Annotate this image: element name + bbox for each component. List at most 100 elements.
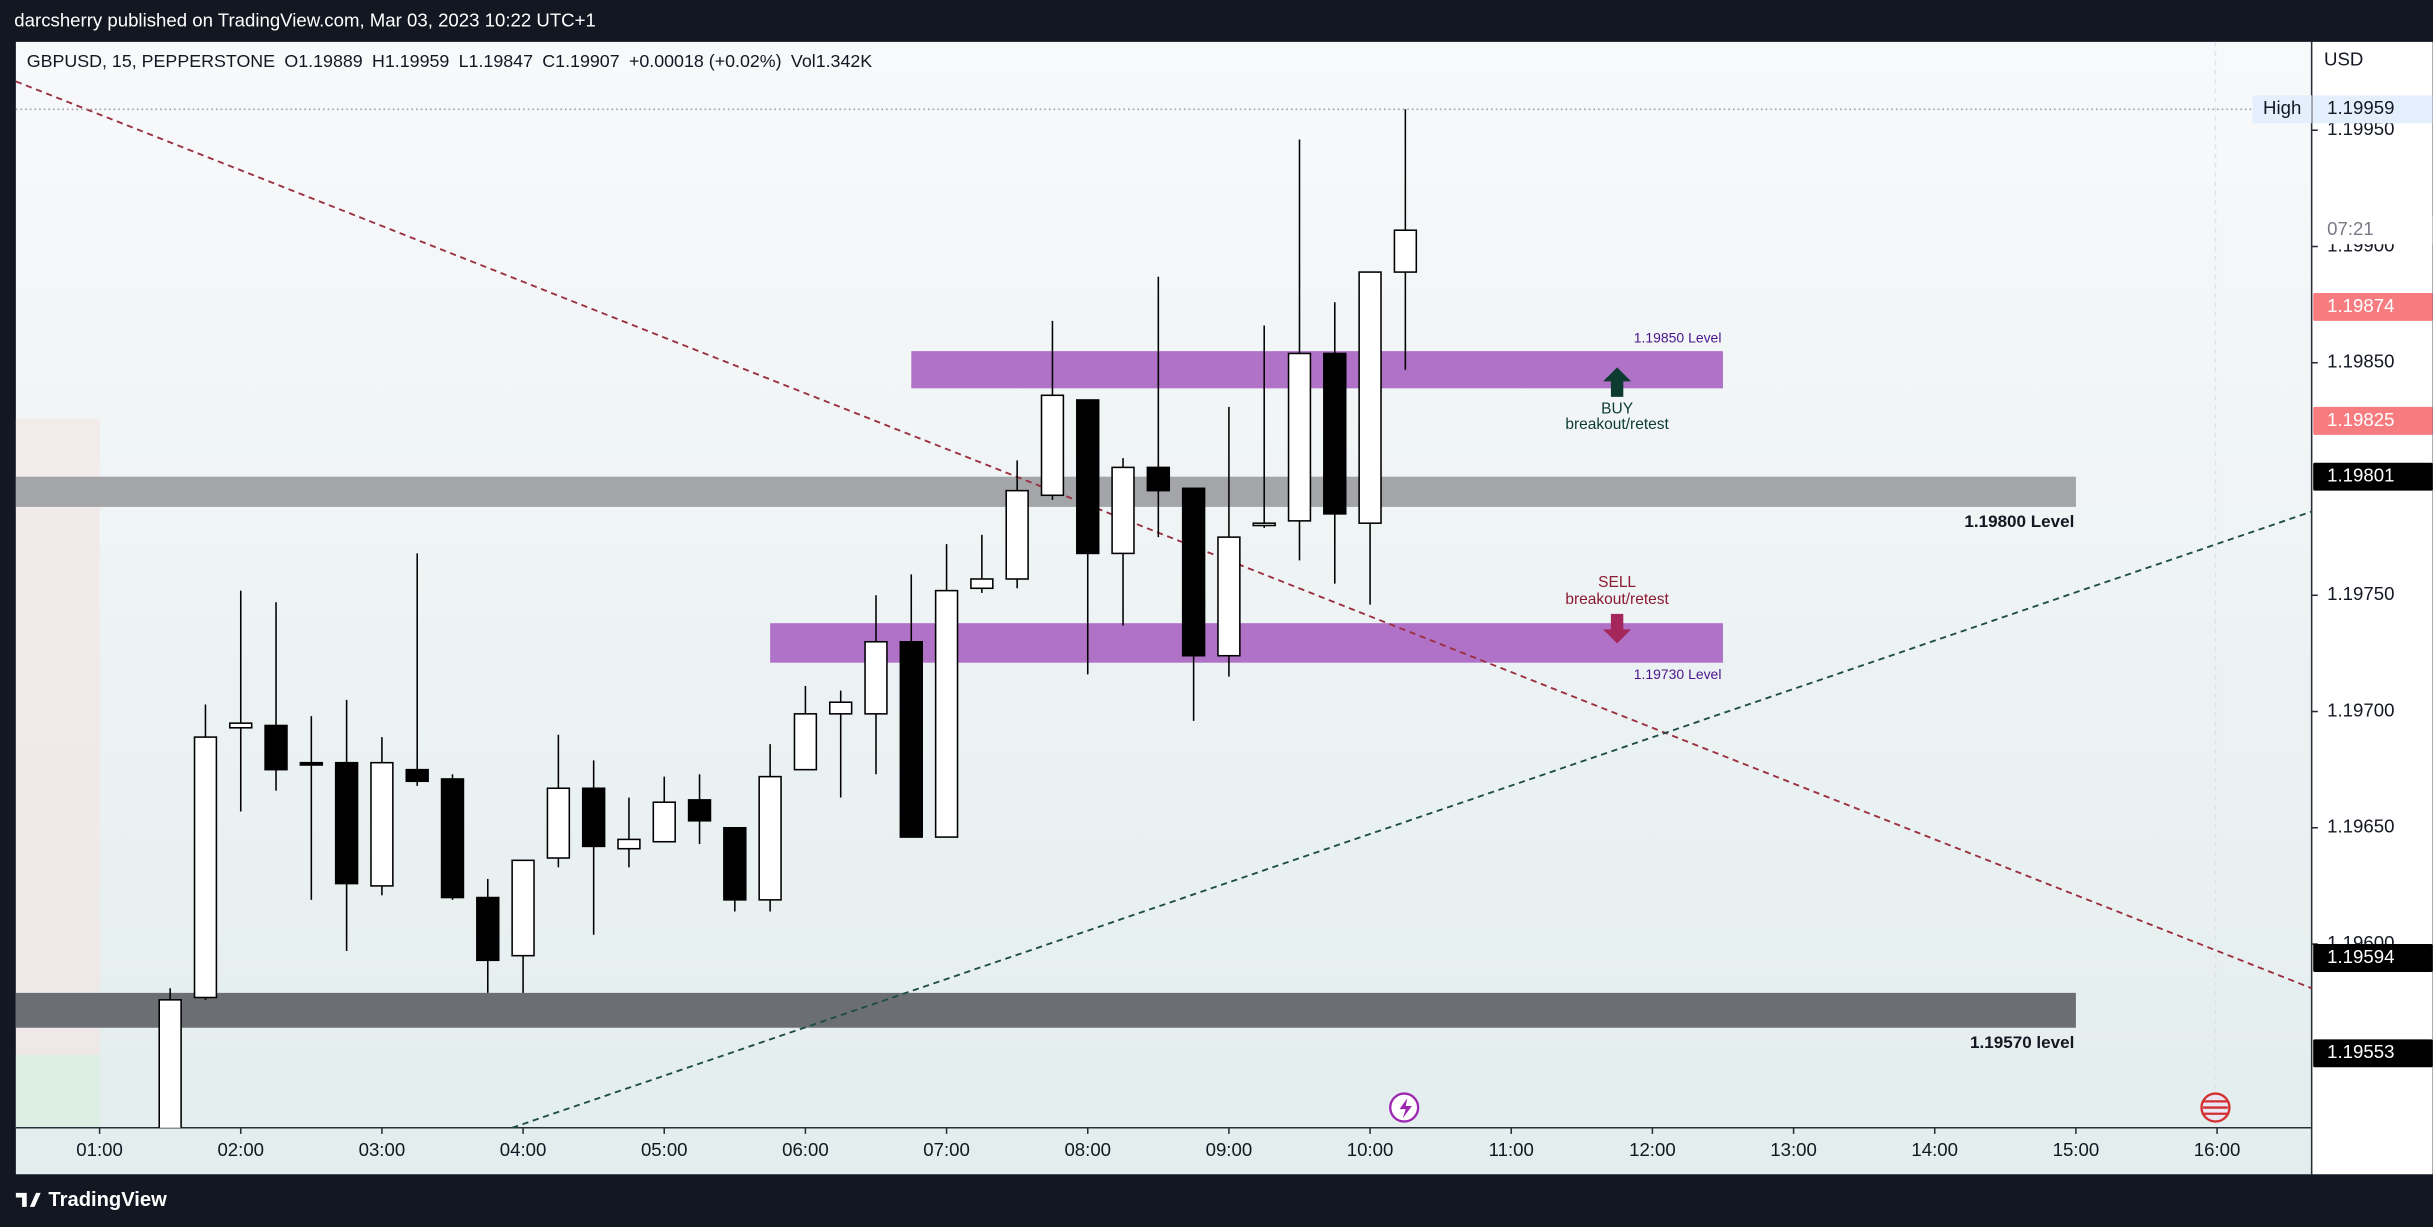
- signal-label: SELL: [1598, 574, 1636, 591]
- candle-body: [793, 713, 818, 771]
- price-label: 1.19553: [2327, 1041, 2394, 1062]
- signal-arrow: [1603, 613, 1632, 644]
- signal-text: breakout/retest: [1565, 416, 1669, 433]
- price-label-box: [2313, 944, 2433, 972]
- candle-body: [899, 640, 924, 838]
- candle-body: [546, 787, 571, 859]
- logo: [15, 1192, 41, 1207]
- candle-body: [1005, 489, 1029, 580]
- signal-arrow: [1603, 367, 1632, 397]
- level-zone: [15, 992, 2076, 1028]
- candle-body: [617, 838, 641, 850]
- x-tick-label: 03:00: [359, 1139, 406, 1160]
- candle-body: [405, 768, 429, 783]
- candle-body: [440, 778, 465, 899]
- y-tick-label: 1.19650: [2327, 816, 2394, 837]
- x-tick-label: 14:00: [1911, 1139, 1958, 1160]
- signal-text: breakout/retest: [1565, 591, 1669, 608]
- x-tick-label: 15:00: [2053, 1139, 2100, 1160]
- price-label: 1.19874: [2327, 295, 2394, 316]
- legend-change: +0.00018 (+0.02%): [629, 51, 782, 71]
- legend-volume: Vol1.342K: [791, 51, 872, 71]
- x-tick-label: 04:00: [500, 1139, 547, 1160]
- candle-body: [723, 827, 747, 901]
- trend-line: [511, 510, 2312, 1128]
- candle-body: [1111, 466, 1135, 555]
- x-tick-label: 07:00: [923, 1139, 970, 1160]
- candle-body: [581, 787, 606, 848]
- candle-body: [1393, 229, 1418, 273]
- high-price: 1.19959: [2327, 97, 2394, 118]
- candle-body: [264, 724, 288, 771]
- high-tag: High: [2263, 97, 2301, 118]
- countdown: 07:21: [2327, 218, 2374, 239]
- legend: GBPUSD, 15, PEPPERSTONE O1.19889 H1.19959 L…: [27, 51, 873, 71]
- x-tick-label: 02:00: [217, 1139, 264, 1160]
- candle-body: [229, 722, 253, 729]
- event-icon[interactable]: [2200, 1092, 2231, 1123]
- candle-body: [1217, 536, 1241, 657]
- candle-body: [864, 640, 888, 715]
- high-price-box: [2313, 95, 2433, 124]
- legend-open: O1.19889: [284, 51, 362, 71]
- plot: [15, 80, 2312, 1128]
- price-label-box: [2313, 406, 2433, 435]
- event-icon[interactable]: [1389, 1092, 1420, 1123]
- plot-background: [15, 41, 2312, 1175]
- x-tick-label: 06:00: [782, 1139, 829, 1160]
- legend-symbol: GBPUSD, 15, PEPPERSTONE: [27, 51, 275, 71]
- candle-body: [1252, 522, 1276, 527]
- legend-close: C1.19907: [542, 51, 619, 71]
- candle-body: [299, 761, 324, 766]
- candle-body: [970, 578, 994, 590]
- candle-body: [476, 896, 500, 962]
- x-tick-label: 05:00: [641, 1139, 688, 1160]
- y-tick-label: 1.19950: [2327, 118, 2394, 139]
- x-tick-label: 09:00: [1206, 1139, 1253, 1160]
- x-tick-label: 08:00: [1064, 1139, 1111, 1160]
- legend-low: L1.19847: [459, 51, 533, 71]
- x-tick-label: 16:00: [2194, 1139, 2241, 1160]
- candle-body: [1287, 352, 1312, 522]
- footer-brand: TradingView: [48, 1189, 167, 1211]
- price-label-box: [2313, 292, 2433, 321]
- candle-body: [1358, 271, 1382, 524]
- trend-line: [15, 80, 2312, 990]
- legend-high: H1.19959: [372, 51, 449, 71]
- currency: USD: [2324, 48, 2363, 69]
- zone-label: 1.19850 Level: [1634, 329, 1722, 345]
- candle-body: [687, 799, 712, 822]
- candle-body: [934, 589, 959, 838]
- candle-body: [828, 701, 853, 715]
- candle-body: [1181, 487, 1206, 657]
- zone-label: 1.19570 level: [1970, 1033, 2074, 1052]
- price-label-box: [2313, 462, 2433, 491]
- price-label-box: [2313, 1039, 2433, 1068]
- candle-body: [193, 736, 218, 999]
- candle-body: [652, 801, 676, 843]
- candle-body: [511, 859, 535, 957]
- x-tick-label: 11:00: [1489, 1139, 1534, 1160]
- candle-body: [334, 761, 359, 885]
- zone-label: 1.19800 Level: [1964, 512, 2074, 531]
- price-label: 1.19801: [2327, 465, 2394, 486]
- candle-body: [1076, 399, 1100, 555]
- range-shade: [15, 1054, 100, 1128]
- x-tick-label: 12:00: [1629, 1139, 1676, 1160]
- publisher: darcsherry published on TradingView.com,…: [14, 10, 596, 31]
- range-shade: [15, 418, 100, 1055]
- price-axis: [2311, 41, 2433, 1175]
- y-tick-label: 1.19850: [2327, 351, 2394, 372]
- level-zone: [770, 623, 1723, 663]
- level-zone: [911, 351, 1723, 389]
- candle-body: [1323, 352, 1347, 515]
- x-tick-label: 01:00: [76, 1139, 123, 1160]
- candle-body: [158, 999, 182, 1128]
- x-tick-label: 13:00: [1770, 1139, 1817, 1160]
- candle-body: [1040, 394, 1065, 497]
- signal-label: BUY: [1601, 400, 1633, 417]
- countdown-box: [2313, 216, 2433, 245]
- candle-body: [1146, 466, 1171, 492]
